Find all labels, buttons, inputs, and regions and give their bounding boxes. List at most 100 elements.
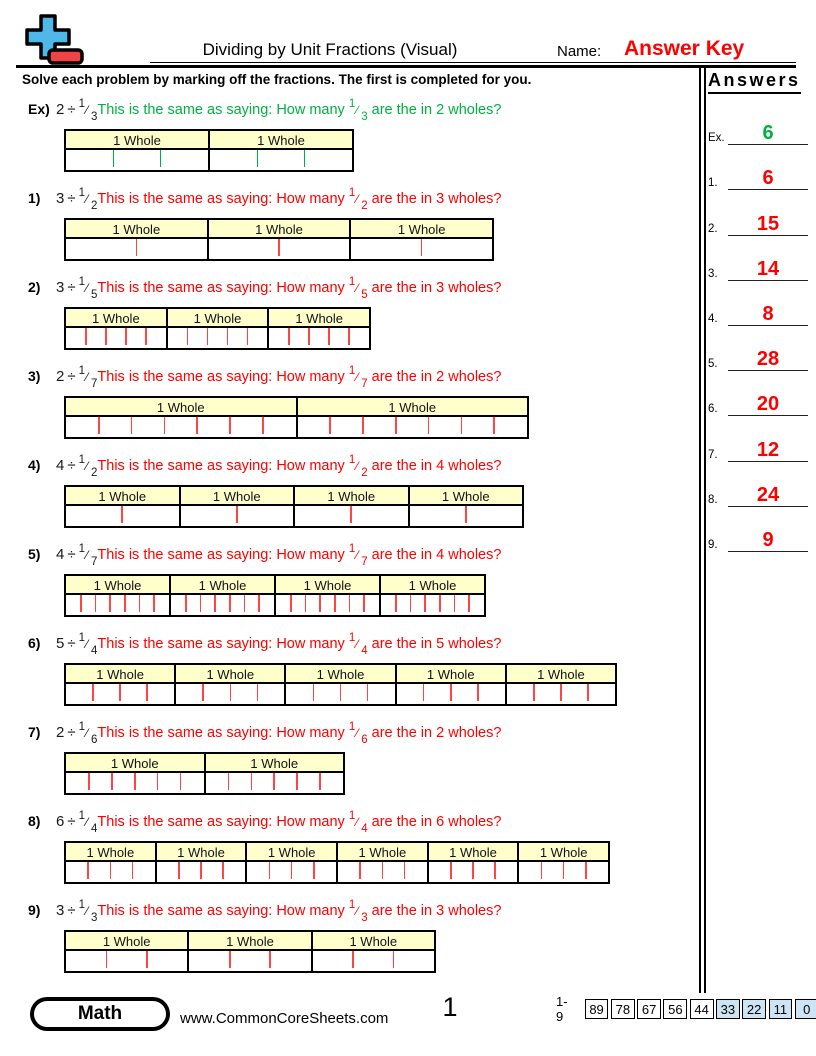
division-tick-mark bbox=[453, 595, 456, 612]
whole-division-cell bbox=[381, 595, 484, 615]
question-fraction: 1⁄ 7 bbox=[349, 543, 368, 568]
problem-row: 9) 3 ÷ 1⁄ 3This is the same as saying: How m… bbox=[28, 899, 698, 989]
whole-division-cell bbox=[210, 150, 352, 170]
fraction-slash: ⁄ bbox=[356, 103, 359, 117]
problem-statement: 9) 3 ÷ 1⁄ 3This is the same as saying: How m… bbox=[28, 899, 698, 925]
division-tick-mark bbox=[200, 862, 202, 879]
whole-section: 1 Whole bbox=[407, 487, 522, 526]
whole-section: 1 Whole bbox=[517, 843, 609, 882]
whole-label-cell: 1 Whole bbox=[156, 843, 246, 862]
whole-label-cell: 1 Whole bbox=[176, 665, 285, 684]
whole-label-cell: 1 Whole bbox=[66, 487, 179, 506]
answer-number-label: 6. bbox=[708, 403, 718, 416]
equation-dividend: 4 bbox=[56, 457, 65, 474]
unit-fraction: 1⁄ 3 bbox=[79, 899, 98, 924]
division-tick-mark bbox=[105, 951, 108, 968]
division-tick-mark bbox=[228, 951, 231, 968]
fraction-bar: 1 Whole 1 Whole 1 Whole bbox=[64, 930, 436, 973]
answer-blank-line: 14 bbox=[728, 258, 808, 281]
division-tick-mark bbox=[261, 417, 264, 434]
whole-label-cell: 1 Whole bbox=[247, 843, 337, 862]
equation: 2 ÷ 1⁄ 7 bbox=[56, 365, 98, 390]
unit-fraction: 1⁄ 2 bbox=[79, 454, 98, 479]
answers-column-divider bbox=[699, 66, 701, 993]
division-tick-mark bbox=[334, 595, 336, 612]
whole-division-cell bbox=[297, 417, 527, 437]
question-fraction: 1⁄ 7 bbox=[349, 365, 368, 390]
header-rule-thin bbox=[150, 62, 796, 63]
answer-blank-line: 20 bbox=[728, 393, 808, 417]
answer-blank-line: 8 bbox=[728, 303, 808, 326]
equation: 6 ÷ 1⁄ 4 bbox=[56, 810, 97, 835]
whole-section: 1 Whole bbox=[66, 487, 179, 526]
fraction-slash: ⁄ bbox=[85, 904, 88, 918]
division-tick-mark bbox=[268, 862, 271, 879]
whole-section: 1 Whole bbox=[174, 665, 285, 704]
whole-section: 1 Whole bbox=[66, 754, 204, 793]
whole-section: 1 Whole bbox=[336, 843, 427, 882]
division-tick-mark bbox=[409, 595, 412, 612]
division-tick-mark bbox=[229, 684, 232, 701]
answer-value: 20 bbox=[756, 393, 780, 416]
answers-panel: Answers Ex. 6 1. 6 2. 15 3. 14 4. 8 5. 2… bbox=[708, 70, 810, 558]
whole-section: 1 Whole bbox=[66, 309, 166, 348]
division-tick-mark bbox=[303, 150, 306, 167]
unit-fraction: 1⁄ 2 bbox=[79, 187, 98, 212]
division-tick-mark bbox=[109, 862, 112, 879]
division-sign: ÷ bbox=[67, 279, 76, 296]
division-sign: ÷ bbox=[67, 190, 76, 207]
question-text: This is the same as saying: How many 1⁄ 7 a… bbox=[97, 365, 502, 390]
fraction-bar: 1 Whole 1 Whole bbox=[64, 129, 354, 172]
answer-number-label: 1. bbox=[708, 177, 718, 190]
division-tick-mark bbox=[146, 951, 148, 968]
whole-section: 1 Whole bbox=[66, 131, 208, 170]
equation-dividend: 3 bbox=[56, 279, 65, 296]
division-tick-mark bbox=[92, 684, 94, 701]
whole-label-cell: 1 Whole bbox=[210, 131, 352, 150]
fraction-numerator: 1 bbox=[348, 454, 356, 467]
division-tick-mark bbox=[308, 328, 310, 345]
division-tick-mark bbox=[163, 417, 166, 434]
whole-section: 1 Whole bbox=[169, 576, 274, 615]
answer-blank-line: 24 bbox=[728, 484, 808, 507]
subject-badge: Math bbox=[30, 997, 170, 1031]
division-tick-mark bbox=[587, 684, 589, 701]
fraction-bar: 1 Whole 1 Whole bbox=[64, 752, 345, 795]
answer-number-label: 8. bbox=[708, 493, 718, 506]
whole-label-cell: 1 Whole bbox=[66, 665, 175, 684]
whole-section: 1 Whole bbox=[267, 309, 370, 348]
answer-row: 7. 12 bbox=[708, 422, 810, 467]
whole-division-cell bbox=[312, 951, 434, 971]
division-tick-mark bbox=[256, 684, 259, 701]
whole-division-cell bbox=[286, 684, 395, 704]
whole-label-cell: 1 Whole bbox=[66, 576, 169, 595]
problem-number-label: 2) bbox=[28, 279, 41, 295]
fraction-bar: 1 Whole 1 Whole 1 Whole bbox=[64, 218, 494, 261]
question-fraction: 1⁄ 2 bbox=[349, 454, 368, 479]
division-tick-mark bbox=[427, 417, 430, 434]
fraction-numerator: 1 bbox=[78, 98, 85, 110]
problem-row: 4) 4 ÷ 1⁄ 2This is the same as saying: How m… bbox=[28, 454, 698, 544]
division-tick-mark bbox=[258, 595, 261, 612]
division-tick-mark bbox=[256, 150, 259, 167]
score-box: 0 bbox=[794, 999, 816, 1019]
division-tick-mark bbox=[362, 417, 364, 434]
division-tick-mark bbox=[319, 595, 321, 612]
score-box: 44 bbox=[689, 999, 714, 1019]
problem-statement: Ex) 2 ÷ 1⁄ 3This is the same as saying: How … bbox=[28, 98, 698, 124]
whole-section: 1 Whole bbox=[274, 576, 379, 615]
answer-blank-line: 6 bbox=[728, 168, 808, 191]
problem-row: 6) 5 ÷ 1⁄ 4This is the same as saying: How m… bbox=[28, 632, 698, 722]
whole-label-cell: 1 Whole bbox=[396, 665, 505, 684]
problem-number-label: 1) bbox=[28, 190, 41, 206]
division-tick-mark bbox=[178, 862, 180, 879]
unit-fraction: 1⁄ 7 bbox=[79, 365, 98, 390]
division-tick-mark bbox=[288, 328, 291, 345]
division-tick-mark bbox=[85, 328, 87, 345]
division-tick-mark bbox=[269, 951, 271, 968]
whole-division-cell bbox=[66, 773, 204, 793]
whole-label-cell: 1 Whole bbox=[66, 131, 208, 150]
whole-section: 1 Whole bbox=[66, 932, 188, 971]
division-tick-mark bbox=[278, 239, 280, 256]
whole-label-cell: 1 Whole bbox=[297, 398, 527, 417]
